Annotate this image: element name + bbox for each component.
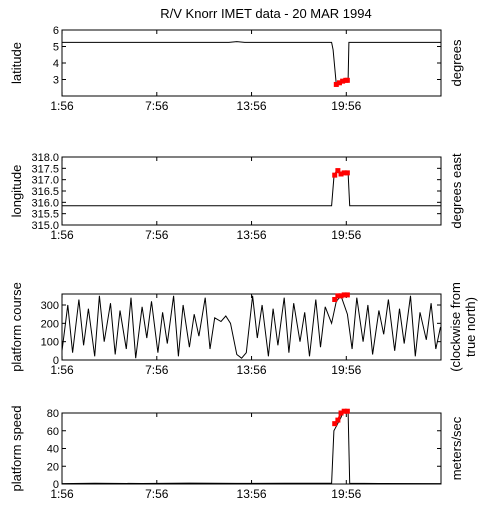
series-line	[61, 294, 441, 359]
highlight-point	[338, 410, 344, 416]
highlight-point	[335, 417, 341, 423]
y-axis-label: latitude	[9, 42, 24, 84]
y-tick-label: 316.0	[31, 197, 59, 209]
x-tick-label: 7:56	[145, 363, 169, 377]
series-line	[61, 410, 441, 485]
y-axis-label-right: degrees	[449, 39, 464, 86]
x-tick-label: 7:56	[145, 99, 169, 113]
highlight-point	[341, 408, 347, 414]
chart-panel-course: 300 200 100 01:56 7:56 13:56 19:56 platform cou…	[9, 282, 478, 377]
x-tick-label: 19:56	[331, 363, 361, 377]
y-tick-label: 100	[41, 337, 59, 349]
y-tick-label: 317.5	[31, 163, 59, 175]
highlight-point	[341, 292, 347, 298]
highlight-point	[333, 81, 339, 87]
highlight-point	[344, 77, 350, 83]
y-tick-label: 0	[53, 355, 59, 367]
highlight-point	[344, 408, 350, 414]
y-axis-label-right-line: true north)	[463, 297, 478, 357]
y-tick-label: 0	[53, 479, 59, 491]
x-tick-label: 1:56	[50, 487, 74, 501]
y-tick-label: 315.0	[31, 220, 59, 232]
x-tick-label: 7:56	[145, 228, 169, 242]
y-tick-label: 20	[47, 461, 59, 473]
y-tick-label: 4	[53, 58, 59, 70]
highlight-point	[344, 292, 350, 298]
x-tick-label: 7:56	[145, 487, 169, 501]
y-tick-label: 40	[47, 444, 59, 456]
x-tick-label: 13:56	[237, 487, 267, 501]
x-tick-label: 1:56	[50, 363, 74, 377]
y-tick-label: 80	[47, 408, 59, 420]
y-tick-label: 200	[41, 318, 59, 330]
y-axis-label: platform course	[9, 282, 24, 372]
y-tick-label: 318.0	[31, 152, 59, 164]
y-tick-label: 3	[53, 75, 59, 87]
y-tick-label: 316.5	[31, 186, 59, 198]
y-tick-label: 60	[47, 426, 59, 438]
y-axis-label: platform speed	[9, 406, 24, 492]
highlight-point	[332, 421, 338, 427]
y-axis-label: longitude	[9, 165, 24, 218]
x-tick-label: 13:56	[237, 99, 267, 113]
highlight-point	[341, 170, 347, 176]
y-tick-label: 5	[53, 42, 59, 54]
highlight-point	[332, 172, 338, 178]
highlight-point	[338, 171, 344, 177]
y-axis-label-right: degrees east	[449, 153, 464, 229]
chart-panels: 6 5 4 3 1:56 7:56 13:56 19:56 latitude degrees 318…	[9, 25, 478, 501]
figure-title: R/V Knorr IMET data - 20 MAR 1994	[160, 6, 371, 21]
y-axis-label-right: (clockwise fromtrue north)	[448, 282, 478, 372]
chart-panel-latitude: 6 5 4 3 1:56 7:56 13:56 19:56 latitude degrees	[9, 25, 464, 113]
highlight-point	[338, 293, 344, 299]
chart-panel-speed: 80 60 40 20 01:56 7:56 13:56 19:56 platform spee…	[9, 406, 464, 502]
highlight-point	[335, 293, 341, 299]
y-tick-label: 6	[53, 25, 59, 37]
x-tick-label: 19:56	[331, 487, 361, 501]
x-tick-label: 13:56	[237, 228, 267, 242]
y-tick-label: 315.5	[31, 209, 59, 221]
highlight-point	[332, 297, 338, 302]
highlight-point	[344, 170, 350, 176]
highlight-point	[340, 78, 346, 84]
x-tick-label: 1:56	[50, 228, 74, 242]
x-tick-label: 19:56	[331, 228, 361, 242]
y-tick-label: 317.0	[31, 175, 59, 187]
y-tick-label: 300	[41, 300, 59, 312]
y-axis-label-right: meters/sec	[449, 416, 464, 480]
x-tick-label: 1:56	[50, 99, 74, 113]
highlight-point	[336, 80, 342, 86]
x-tick-label: 19:56	[331, 99, 361, 113]
highlight-point	[335, 168, 341, 174]
y-axis-label-right-line: (clockwise from	[448, 282, 463, 372]
x-tick-label: 13:56	[237, 363, 267, 377]
